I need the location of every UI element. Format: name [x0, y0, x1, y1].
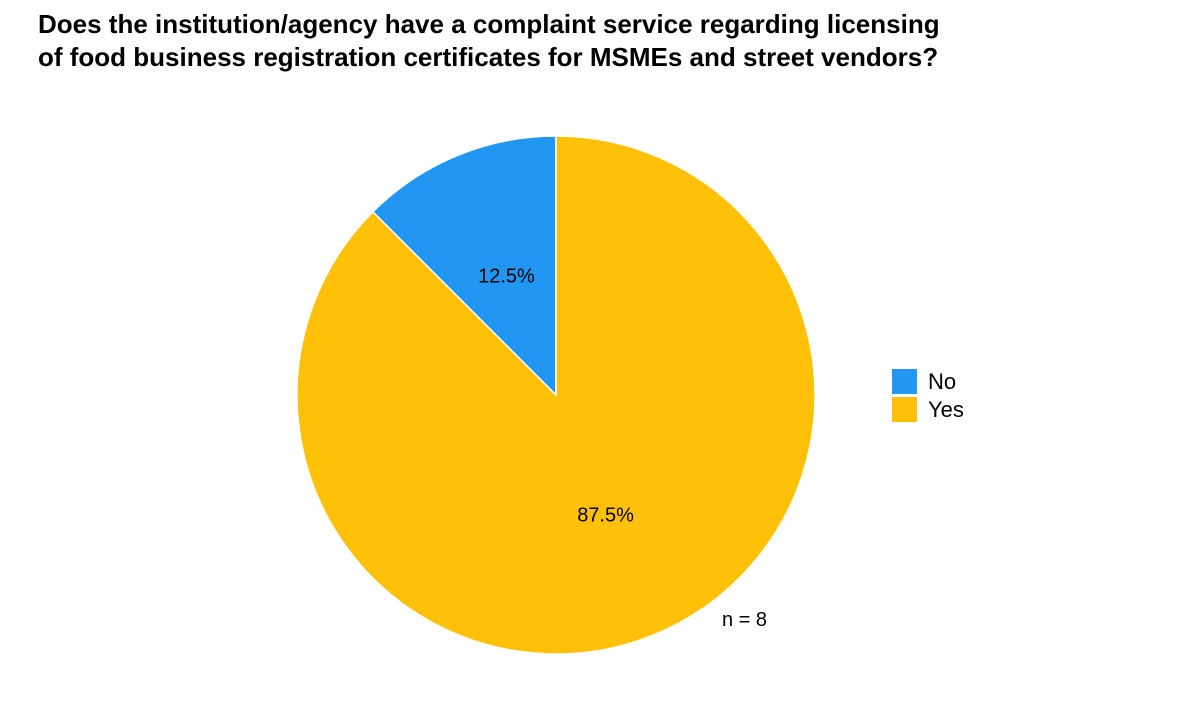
pie-slice-labels: 12.5% 87.5%: [478, 265, 634, 526]
chart-legend: No Yes: [892, 369, 964, 422]
legend-swatch-yes: [892, 397, 917, 422]
chart-title-line-2: of food business registration certificat…: [38, 42, 939, 72]
legend-label-no: No: [928, 369, 956, 394]
legend-label-yes: Yes: [928, 397, 964, 422]
pie-slices: [296, 135, 816, 655]
legend-swatch-no: [892, 369, 917, 394]
slice-label-yes: 87.5%: [577, 505, 634, 527]
sample-size-annotation: n = 8: [722, 609, 767, 631]
pie-slice-yes: [296, 135, 816, 655]
slice-label-no: 12.5%: [478, 265, 535, 287]
chart-title: Does the institution/agency have a compl…: [38, 8, 940, 74]
pie-slice-no: [371, 135, 557, 397]
chart-title-line-1: Does the institution/agency have a compl…: [38, 9, 940, 39]
